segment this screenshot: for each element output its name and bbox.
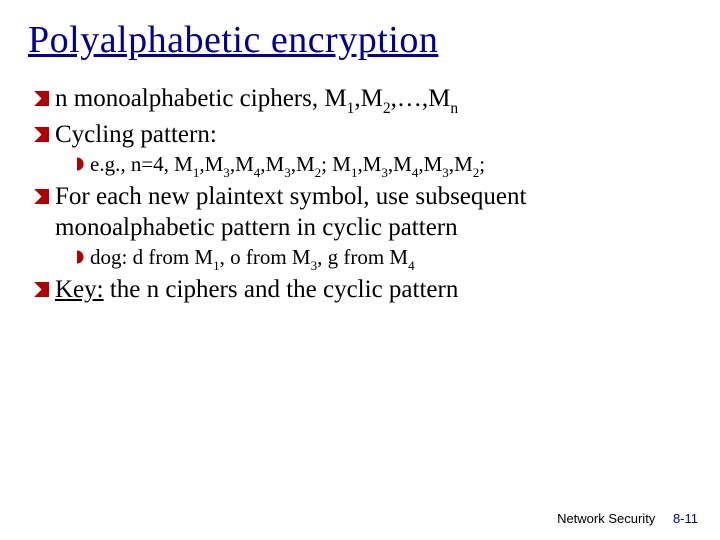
circle-bullet-icon xyxy=(70,245,90,269)
slide-content: Polyalphabetic encryption n monoalphabet… xyxy=(0,0,720,306)
slide-title: Polyalphabetic encryption xyxy=(28,18,692,62)
bullet-item: For each new plaintext symbol, use subse… xyxy=(28,182,692,243)
square-bullet-icon xyxy=(34,120,55,147)
page-number: 8-11 xyxy=(673,511,698,526)
circle-bullet-icon xyxy=(70,152,90,176)
square-bullet-icon xyxy=(34,275,55,302)
sub-bullet-item: e.g., n=4, M1,M3,M4,M3,M2; M1,M3,M4,M3,M… xyxy=(28,152,692,180)
bullet-text: For each new plaintext symbol, use subse… xyxy=(55,182,692,243)
sub-bullet-text: dog: d from M1, o from M3, g from M4 xyxy=(90,245,415,273)
bullet-item: n monoalphabetic ciphers, M1,M2,…,Mn xyxy=(28,84,692,118)
bullet-text: n monoalphabetic ciphers, M1,M2,…,Mn xyxy=(55,84,458,118)
sub-bullet-item: dog: d from M1, o from M3, g from M4 xyxy=(28,245,692,273)
bullet-item: Key: the n ciphers and the cyclic patter… xyxy=(28,275,692,306)
footer-label: Network Security xyxy=(557,511,655,526)
bullet-item: Cycling pattern: xyxy=(28,120,692,151)
bullet-text: Key: the n ciphers and the cyclic patter… xyxy=(55,275,458,306)
bullet-text: Cycling pattern: xyxy=(55,120,217,151)
slide-footer: Network Security 8-11 xyxy=(557,511,698,526)
sub-bullet-text: e.g., n=4, M1,M3,M4,M3,M2; M1,M3,M4,M3,M… xyxy=(90,152,485,180)
square-bullet-icon xyxy=(34,84,55,111)
square-bullet-icon xyxy=(34,182,55,209)
